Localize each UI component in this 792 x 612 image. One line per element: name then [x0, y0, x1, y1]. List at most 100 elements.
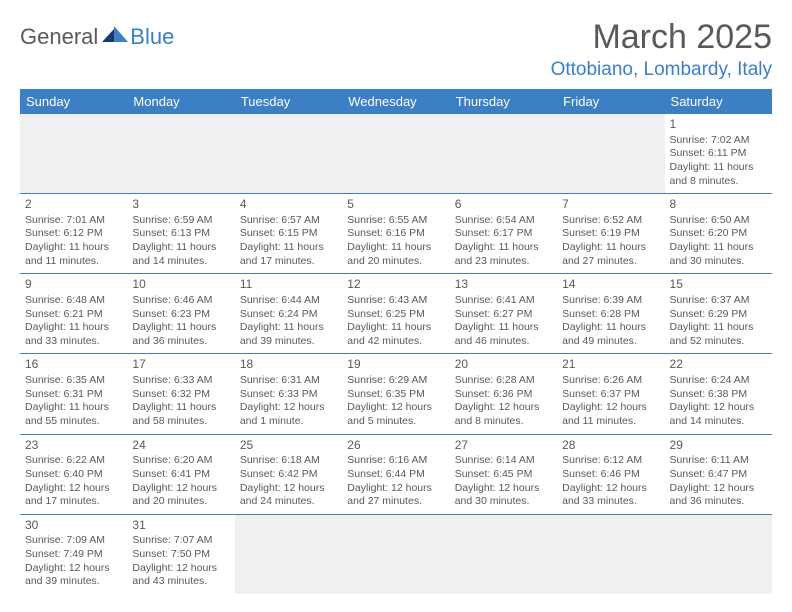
- day-number: 12: [347, 277, 444, 293]
- weekday-header: Tuesday: [235, 89, 342, 114]
- day-number: 3: [132, 197, 229, 213]
- calendar-day-cell: [20, 114, 127, 194]
- day-number: 14: [562, 277, 659, 293]
- weekday-header: Saturday: [665, 89, 772, 114]
- sunset-text: Sunset: 6:15 PM: [240, 227, 337, 241]
- daylight-text: and 5 minutes.: [347, 415, 444, 429]
- weekday-header: Friday: [557, 89, 664, 114]
- calendar-week-row: 23Sunrise: 6:22 AMSunset: 6:40 PMDayligh…: [20, 434, 772, 514]
- daylight-text: Daylight: 11 hours: [132, 401, 229, 415]
- logo: General Blue: [20, 18, 174, 50]
- calendar-day-cell: [450, 514, 557, 594]
- sunset-text: Sunset: 6:38 PM: [670, 388, 767, 402]
- sunset-text: Sunset: 6:35 PM: [347, 388, 444, 402]
- daylight-text: and 14 minutes.: [132, 255, 229, 269]
- day-number: 26: [347, 438, 444, 454]
- daylight-text: Daylight: 11 hours: [25, 401, 122, 415]
- day-number: 28: [562, 438, 659, 454]
- daylight-text: Daylight: 11 hours: [347, 241, 444, 255]
- day-number: 10: [132, 277, 229, 293]
- calendar-day-cell: 25Sunrise: 6:18 AMSunset: 6:42 PMDayligh…: [235, 434, 342, 514]
- calendar-day-cell: 31Sunrise: 7:07 AMSunset: 7:50 PMDayligh…: [127, 514, 234, 594]
- flag-icon: [102, 24, 128, 50]
- daylight-text: Daylight: 12 hours: [347, 401, 444, 415]
- day-number: 29: [670, 438, 767, 454]
- calendar-day-cell: 16Sunrise: 6:35 AMSunset: 6:31 PMDayligh…: [20, 354, 127, 434]
- calendar-day-cell: 14Sunrise: 6:39 AMSunset: 6:28 PMDayligh…: [557, 274, 664, 354]
- sunset-text: Sunset: 6:17 PM: [455, 227, 552, 241]
- daylight-text: Daylight: 12 hours: [562, 482, 659, 496]
- sunset-text: Sunset: 6:16 PM: [347, 227, 444, 241]
- sunrise-text: Sunrise: 6:59 AM: [132, 214, 229, 228]
- daylight-text: Daylight: 12 hours: [455, 482, 552, 496]
- daylight-text: Daylight: 11 hours: [455, 241, 552, 255]
- logo-word2: Blue: [130, 24, 174, 50]
- daylight-text: Daylight: 12 hours: [455, 401, 552, 415]
- sunrise-text: Sunrise: 6:14 AM: [455, 454, 552, 468]
- calendar-table: Sunday Monday Tuesday Wednesday Thursday…: [20, 89, 772, 594]
- sunset-text: Sunset: 6:47 PM: [670, 468, 767, 482]
- daylight-text: Daylight: 12 hours: [25, 562, 122, 576]
- day-number: 30: [25, 518, 122, 534]
- sunrise-text: Sunrise: 6:54 AM: [455, 214, 552, 228]
- sunset-text: Sunset: 6:21 PM: [25, 308, 122, 322]
- daylight-text: and 46 minutes.: [455, 335, 552, 349]
- sunset-text: Sunset: 6:36 PM: [455, 388, 552, 402]
- day-number: 24: [132, 438, 229, 454]
- sunrise-text: Sunrise: 6:46 AM: [132, 294, 229, 308]
- calendar-day-cell: 19Sunrise: 6:29 AMSunset: 6:35 PMDayligh…: [342, 354, 449, 434]
- sunset-text: Sunset: 6:27 PM: [455, 308, 552, 322]
- day-number: 2: [25, 197, 122, 213]
- calendar-day-cell: [557, 514, 664, 594]
- calendar-day-cell: [342, 114, 449, 194]
- day-number: 21: [562, 357, 659, 373]
- day-number: 17: [132, 357, 229, 373]
- sunrise-text: Sunrise: 6:12 AM: [562, 454, 659, 468]
- calendar-day-cell: 1Sunrise: 7:02 AMSunset: 6:11 PMDaylight…: [665, 114, 772, 194]
- sunrise-text: Sunrise: 6:16 AM: [347, 454, 444, 468]
- daylight-text: and 14 minutes.: [670, 415, 767, 429]
- daylight-text: and 55 minutes.: [25, 415, 122, 429]
- day-number: 7: [562, 197, 659, 213]
- sunrise-text: Sunrise: 6:29 AM: [347, 374, 444, 388]
- daylight-text: and 43 minutes.: [132, 575, 229, 589]
- daylight-text: Daylight: 12 hours: [670, 401, 767, 415]
- calendar-day-cell: 24Sunrise: 6:20 AMSunset: 6:41 PMDayligh…: [127, 434, 234, 514]
- month-title: March 2025: [551, 18, 772, 57]
- sunrise-text: Sunrise: 6:43 AM: [347, 294, 444, 308]
- sunrise-text: Sunrise: 6:41 AM: [455, 294, 552, 308]
- daylight-text: and 17 minutes.: [240, 255, 337, 269]
- sunset-text: Sunset: 6:37 PM: [562, 388, 659, 402]
- sunset-text: Sunset: 6:13 PM: [132, 227, 229, 241]
- calendar-day-cell: 28Sunrise: 6:12 AMSunset: 6:46 PMDayligh…: [557, 434, 664, 514]
- sunrise-text: Sunrise: 7:02 AM: [670, 134, 767, 148]
- sunrise-text: Sunrise: 6:57 AM: [240, 214, 337, 228]
- day-number: 15: [670, 277, 767, 293]
- daylight-text: and 8 minutes.: [670, 175, 767, 189]
- header: General Blue March 2025 Ottobiano, Lomba…: [20, 18, 772, 81]
- sunrise-text: Sunrise: 6:20 AM: [132, 454, 229, 468]
- location: Ottobiano, Lombardy, Italy: [551, 59, 772, 81]
- sunrise-text: Sunrise: 6:52 AM: [562, 214, 659, 228]
- calendar-day-cell: 7Sunrise: 6:52 AMSunset: 6:19 PMDaylight…: [557, 194, 664, 274]
- calendar-day-cell: 11Sunrise: 6:44 AMSunset: 6:24 PMDayligh…: [235, 274, 342, 354]
- calendar-day-cell: 30Sunrise: 7:09 AMSunset: 7:49 PMDayligh…: [20, 514, 127, 594]
- weekday-header: Sunday: [20, 89, 127, 114]
- sunrise-text: Sunrise: 6:31 AM: [240, 374, 337, 388]
- daylight-text: and 36 minutes.: [132, 335, 229, 349]
- daylight-text: Daylight: 12 hours: [347, 482, 444, 496]
- day-number: 4: [240, 197, 337, 213]
- daylight-text: Daylight: 11 hours: [240, 321, 337, 335]
- calendar-day-cell: 2Sunrise: 7:01 AMSunset: 6:12 PMDaylight…: [20, 194, 127, 274]
- day-number: 19: [347, 357, 444, 373]
- daylight-text: and 39 minutes.: [25, 575, 122, 589]
- sunset-text: Sunset: 6:40 PM: [25, 468, 122, 482]
- day-number: 11: [240, 277, 337, 293]
- sunrise-text: Sunrise: 6:55 AM: [347, 214, 444, 228]
- daylight-text: Daylight: 11 hours: [562, 241, 659, 255]
- calendar-day-cell: 10Sunrise: 6:46 AMSunset: 6:23 PMDayligh…: [127, 274, 234, 354]
- calendar-day-cell: 26Sunrise: 6:16 AMSunset: 6:44 PMDayligh…: [342, 434, 449, 514]
- daylight-text: Daylight: 11 hours: [240, 241, 337, 255]
- calendar-day-cell: [235, 114, 342, 194]
- logo-word1: General: [20, 24, 98, 50]
